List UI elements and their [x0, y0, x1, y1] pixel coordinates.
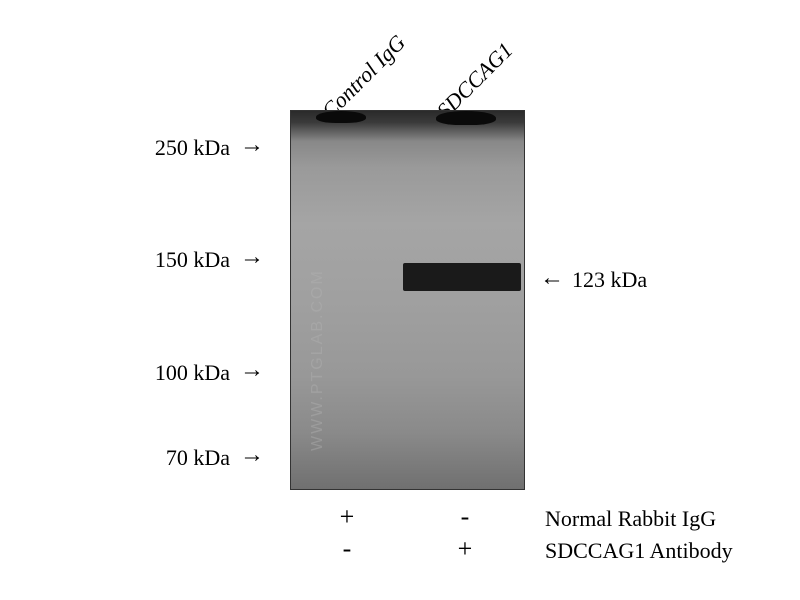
row1-label-text: Normal Rabbit IgG [545, 506, 716, 531]
protein-band [403, 263, 521, 291]
marker-250-arrow: → [240, 132, 264, 159]
row2-col1-text: - [343, 534, 352, 563]
marker-250: 250 kDa [135, 135, 230, 161]
top-spot-2 [436, 111, 496, 125]
row1-col1: + [332, 502, 362, 532]
marker-150-text: 150 kDa [155, 247, 230, 272]
marker-150-arrow: → [240, 244, 264, 271]
row2-col2-text: + [458, 534, 473, 563]
marker-70-text: 70 kDa [166, 445, 230, 470]
result-arrow: ← [540, 265, 564, 292]
result-label: 123 kDa [572, 267, 647, 293]
row2-label-text: SDCCAG1 Antibody [545, 538, 733, 563]
watermark-text: WWW.PTGLAB.COM [309, 269, 326, 451]
watermark: WWW.PTGLAB.COM [309, 269, 327, 451]
marker-100-arrow: → [240, 357, 264, 384]
marker-250-text: 250 kDa [155, 135, 230, 160]
row1-label: Normal Rabbit IgG [545, 506, 716, 532]
western-blot: WWW.PTGLAB.COM [290, 110, 525, 490]
row2-col2: + [450, 534, 480, 564]
marker-70: 70 kDa [145, 445, 230, 471]
marker-100: 100 kDa [135, 360, 230, 386]
arrow-icon: → [240, 442, 264, 468]
result-label-text: 123 kDa [572, 267, 647, 292]
left-arrow-icon: ← [540, 265, 564, 291]
row1-col2-text: - [461, 502, 470, 531]
top-spot-1 [316, 111, 366, 123]
marker-70-arrow: → [240, 442, 264, 469]
row1-col1-text: + [340, 502, 355, 531]
arrow-icon: → [240, 132, 264, 158]
row1-col2: - [450, 502, 480, 532]
arrow-icon: → [240, 357, 264, 383]
row2-label: SDCCAG1 Antibody [545, 538, 733, 564]
arrow-icon: → [240, 244, 264, 270]
figure-container: Control IgG SDCCAG1 250 kDa → 150 kDa → … [0, 0, 800, 600]
marker-150: 150 kDa [135, 247, 230, 273]
marker-100-text: 100 kDa [155, 360, 230, 385]
row2-col1: - [332, 534, 362, 564]
